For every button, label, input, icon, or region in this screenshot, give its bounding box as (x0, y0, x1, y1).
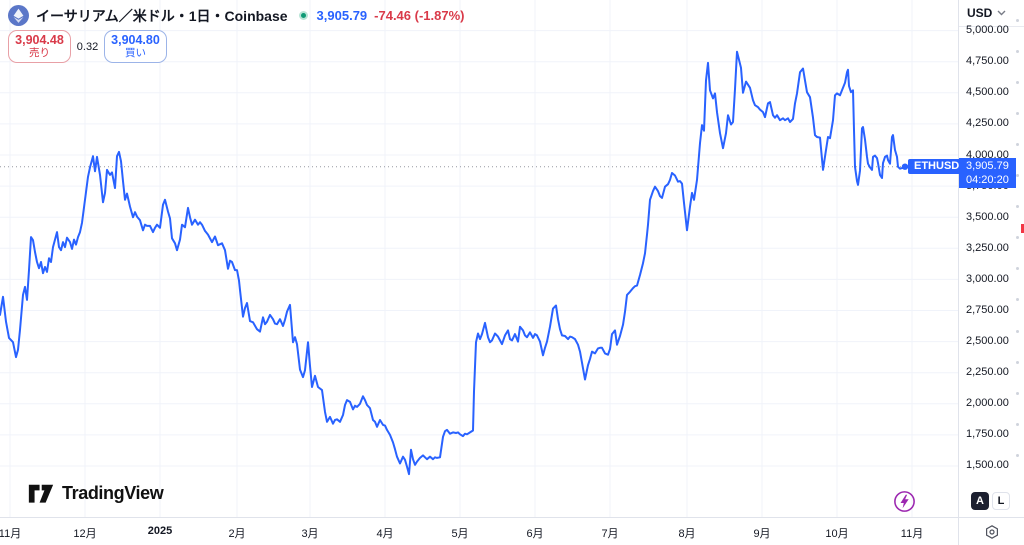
sell-price: 3,904.48 (15, 32, 64, 47)
price-axis[interactable]: USD 3,905.79 04:20:20 5,000.00 4,750.00 4,… (958, 0, 1024, 517)
price-axis-label: 3,250.00 (966, 241, 1009, 254)
time-axis-label: 9月 (753, 528, 771, 540)
current-price-badge: 3,905.79 04:20:20 (959, 158, 1016, 189)
badge-price: 3,905.79 (966, 160, 1009, 173)
axis-tick-dot (1016, 267, 1019, 271)
spread-value: 0.32 (76, 40, 99, 53)
price-axis-label: 2,500.00 (966, 335, 1009, 348)
axis-tick-dot (1016, 236, 1019, 240)
sell-label: 売り (29, 46, 50, 59)
time-axis-label: 12月 (73, 528, 97, 540)
time-axis-label: 10月 (825, 528, 849, 540)
chevron-down-icon (997, 10, 1006, 16)
axis-tick-dot (1016, 298, 1019, 302)
badge-countdown: 04:20:20 (966, 174, 1009, 187)
axis-tick-dot (1016, 174, 1019, 178)
price-axis-label: 2,250.00 (966, 366, 1009, 379)
time-axis-label: 2025 (147, 525, 173, 537)
axis-tick-dot (1016, 18, 1019, 22)
instant-trading-button[interactable] (893, 490, 916, 513)
ethereum-icon (8, 5, 29, 26)
time-axis-label: 7月 (601, 528, 619, 540)
buy-price: 3,904.80 (111, 32, 160, 47)
price-axis-label: 5,000.00 (966, 24, 1009, 37)
last-price-value: 3,905.79 (316, 8, 368, 23)
scale-buttons: A L (971, 492, 1010, 510)
settings-gear-icon (985, 525, 998, 539)
time-axis-label: 5月 (451, 528, 469, 540)
buy-button[interactable]: 3,904.80 買い (104, 30, 167, 63)
lightning-bolt-icon (894, 491, 915, 512)
tradingview-wordmark: TradingView (62, 483, 164, 503)
axis-tick-dot (1016, 80, 1019, 84)
price-axis-label: 4,250.00 (966, 117, 1009, 130)
price-line-chart (0, 0, 958, 517)
time-axis-label: 6月 (526, 528, 544, 540)
tradingview-attribution[interactable]: TradingView (28, 483, 164, 504)
chart-plot-area[interactable] (0, 0, 958, 517)
last-price-dot (901, 163, 909, 170)
price-axis-label: 4,750.00 (966, 55, 1009, 68)
time-axis-label: 4月 (376, 528, 394, 540)
axis-tick-dot (1016, 111, 1019, 115)
axis-tick-dot (1016, 360, 1019, 364)
log-scale-button[interactable]: L (992, 492, 1010, 510)
timezone-settings-button[interactable] (983, 523, 1001, 541)
series-label-flag: ETHUSD (908, 158, 966, 174)
time-axis-corner (958, 518, 1024, 545)
chart-legend: イーサリアム／米ドル・1日・Coinbase 3,905.79 -74.46 (… (8, 5, 464, 26)
price-axis-label: 2,750.00 (966, 303, 1009, 316)
price-axis-label: 1,750.00 (966, 428, 1009, 441)
tradingview-logo-icon (28, 484, 54, 503)
axis-tick-dot (1016, 143, 1019, 146)
sell-button[interactable]: 3,904.48 売り (8, 30, 71, 63)
currency-label: USD (967, 6, 993, 20)
axis-tick-dot (1016, 422, 1019, 426)
price-axis-label: 3,500.00 (966, 210, 1009, 223)
price-axis-label: 4,000.00 (966, 148, 1009, 161)
symbol-title[interactable]: イーサリアム／米ドル・1日・Coinbase (36, 7, 288, 24)
time-axis-label: 2月 (228, 528, 246, 540)
axis-tick-dot (1016, 49, 1019, 53)
axis-tick-dot (1016, 391, 1019, 395)
time-axis-label: 11月 (900, 528, 924, 540)
alert-marker (1021, 224, 1024, 233)
axis-tick-dot (1016, 453, 1019, 457)
price-axis-label: 2,000.00 (966, 397, 1009, 410)
auto-scale-button[interactable]: A (971, 492, 989, 510)
time-axis-label: 11月 (0, 528, 22, 540)
trade-buttons-row: 3,904.48 売り 0.32 3,904.80 買い (8, 30, 167, 63)
axis-tick-dot (1016, 329, 1019, 333)
buy-label: 買い (125, 46, 146, 59)
currency-dropdown[interactable]: USD (959, 0, 1024, 27)
axis-tick-dot (1016, 205, 1019, 209)
price-change-value: -74.46 (-1.87%) (374, 8, 465, 23)
price-axis-label: 3,000.00 (966, 272, 1009, 285)
price-axis-label: 1,500.00 (966, 459, 1009, 472)
market-status-dot[interactable] (298, 11, 308, 20)
time-axis-label: 8月 (678, 528, 696, 540)
time-axis-label: 3月 (301, 528, 319, 540)
time-axis[interactable]: 11月 12月 2025 2月 3月 4月 5月 6月 7月 8月 9月 10月 11月 (0, 517, 1024, 545)
price-axis-label: 4,500.00 (966, 86, 1009, 99)
